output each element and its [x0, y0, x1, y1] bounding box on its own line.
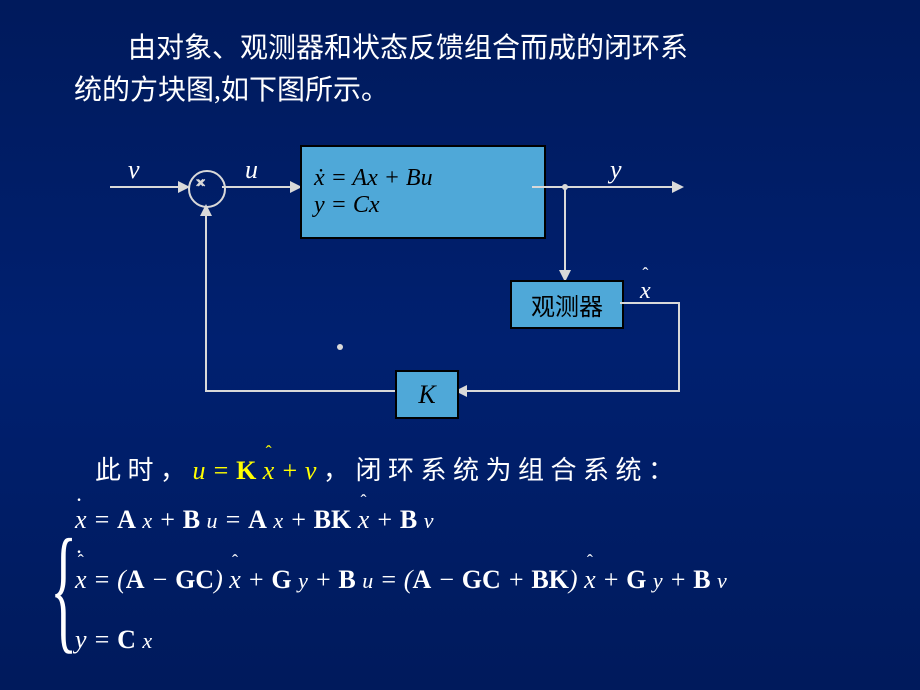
arrow-fb-up	[200, 204, 212, 216]
eq-intro-c: K	[236, 456, 256, 485]
line-obs-right	[620, 302, 680, 304]
eq-intro-a: 此 时 ，	[95, 456, 186, 485]
line-fb-up	[205, 206, 207, 392]
equation-1: ·x = A x + B u = A x + BK ˆx + B v	[75, 505, 433, 535]
line-y-down	[564, 186, 566, 278]
label-xhat: ˆx̂x	[640, 278, 651, 305]
gain-label: K	[418, 380, 435, 410]
line-k-left	[205, 390, 395, 392]
equation-3: y = C x	[75, 625, 152, 655]
equation-brace: {	[50, 540, 77, 638]
line-obs-down	[678, 302, 680, 392]
arrow-y-out	[672, 181, 684, 193]
equation-2: ·ˆx = (A − GC) ˆx + G y + B u = (A − GC …	[75, 565, 727, 595]
line-v-in	[110, 186, 185, 188]
gain-block: K	[395, 370, 459, 419]
observer-label: 观测器	[531, 287, 603, 322]
eq-intro: 此 时 ， u = K ˆx + v ， 闭 环 系 统 为 组 合 系 统 ：	[95, 450, 674, 487]
eq-intro-e: ， 闭 环 系 统 为 组 合 系 统 ：	[323, 456, 674, 485]
line-u	[222, 186, 300, 188]
label-y: y	[610, 155, 622, 185]
plant-eq2: y = Cx	[314, 192, 380, 219]
plant-block: ẋ = Ax + Bu y = Cx	[300, 145, 546, 239]
line-to-k	[457, 390, 680, 392]
line-y-out	[532, 186, 682, 188]
plant-eq1: ẋ = Ax + Bu	[314, 165, 433, 192]
label-u: u	[245, 155, 258, 185]
eq-intro-b: u	[193, 456, 206, 485]
observer-block: 观测器	[510, 280, 624, 329]
center-dot	[337, 344, 343, 350]
label-v: v	[128, 155, 140, 185]
